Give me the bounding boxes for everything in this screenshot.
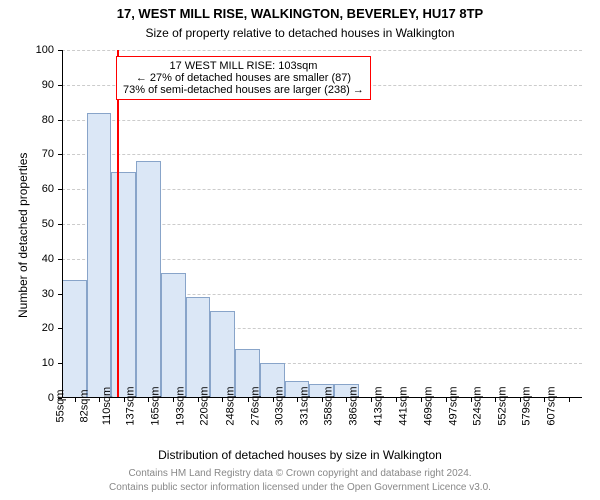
x-tick-label: 469sqm <box>422 386 434 425</box>
annotation-line-2: ← 27% of detached houses are smaller (87… <box>123 72 364 84</box>
annotation-box: 17 WEST MILL RISE: 103sqm ← 27% of detac… <box>116 56 371 100</box>
x-tick-label: 248sqm <box>224 386 236 425</box>
x-tick-label: 497sqm <box>447 386 459 425</box>
chart-container: { "titles": { "main": "17, WEST MILL RIS… <box>0 0 600 500</box>
y-tick-mark <box>58 328 62 329</box>
y-tick-label: 30 <box>42 288 54 300</box>
annotation-line-3: 73% of semi-detached houses are larger (… <box>123 84 364 96</box>
y-tick-mark <box>58 294 62 295</box>
y-tick-label: 10 <box>42 357 54 369</box>
x-tick-mark <box>222 398 223 402</box>
y-tick-mark <box>58 120 62 121</box>
property-marker-line <box>117 50 119 398</box>
x-tick-mark <box>396 398 397 402</box>
x-tick-label: 137sqm <box>124 386 136 425</box>
footer-line-1: Contains HM Land Registry data © Crown c… <box>0 468 600 479</box>
y-tick-label: 0 <box>48 392 54 404</box>
x-axis-title: Distribution of detached houses by size … <box>0 448 600 462</box>
x-tick-mark <box>248 398 249 402</box>
x-tick-label: 441sqm <box>397 386 409 425</box>
footer-line-2: Contains public sector information licen… <box>0 482 600 493</box>
y-tick-mark <box>58 50 62 51</box>
x-tick-label: 55sqm <box>54 389 66 422</box>
x-tick-mark <box>99 398 100 402</box>
x-tick-mark <box>569 398 570 402</box>
y-tick-mark <box>58 189 62 190</box>
x-tick-label: 165sqm <box>150 386 162 425</box>
x-tick-label: 413sqm <box>372 386 384 425</box>
x-tick-label: 524sqm <box>471 386 483 425</box>
histogram-bar <box>111 172 136 398</box>
y-tick-mark <box>58 363 62 364</box>
y-tick-label: 20 <box>42 322 54 334</box>
y-axis-line <box>62 50 63 398</box>
y-tick-label: 50 <box>42 218 54 230</box>
x-tick-label: 358sqm <box>323 386 335 425</box>
x-tick-label: 303sqm <box>273 386 285 425</box>
y-tick-mark <box>58 259 62 260</box>
y-tick-mark <box>58 224 62 225</box>
histogram-bar <box>62 280 87 398</box>
y-tick-label: 40 <box>42 253 54 265</box>
y-tick-mark <box>58 85 62 86</box>
x-tick-label: 386sqm <box>348 386 360 425</box>
x-tick-label: 552sqm <box>497 386 509 425</box>
x-tick-mark <box>75 398 76 402</box>
y-axis-title: Number of detached properties <box>16 153 30 318</box>
x-tick-label: 220sqm <box>199 386 211 425</box>
histogram-bar <box>161 273 186 398</box>
chart-subtitle: Size of property relative to detached ho… <box>0 26 600 40</box>
x-tick-label: 607sqm <box>546 386 558 425</box>
y-tick-label: 60 <box>42 183 54 195</box>
histogram-bar <box>210 311 235 398</box>
y-tick-label: 80 <box>42 114 54 126</box>
x-tick-label: 110sqm <box>101 387 113 425</box>
y-tick-label: 70 <box>42 148 54 160</box>
gridline <box>62 120 582 121</box>
x-tick-label: 193sqm <box>175 386 187 425</box>
histogram-bar <box>136 161 161 398</box>
x-tick-label: 82sqm <box>78 389 90 422</box>
y-tick-mark <box>58 154 62 155</box>
chart-title: 17, WEST MILL RISE, WALKINGTON, BEVERLEY… <box>0 6 600 21</box>
annotation-line-1: 17 WEST MILL RISE: 103sqm <box>123 60 364 72</box>
y-tick-label: 100 <box>36 44 54 56</box>
x-tick-label: 331sqm <box>298 386 310 425</box>
x-tick-label: 276sqm <box>249 386 261 425</box>
gridline <box>62 50 582 51</box>
y-tick-label: 90 <box>42 79 54 91</box>
x-tick-label: 579sqm <box>521 386 533 425</box>
plot-area: 0102030405060708090100 55sqm82sqm110sqm1… <box>62 50 582 398</box>
gridline <box>62 154 582 155</box>
histogram-bar <box>87 113 112 398</box>
histogram-bar <box>186 297 211 398</box>
